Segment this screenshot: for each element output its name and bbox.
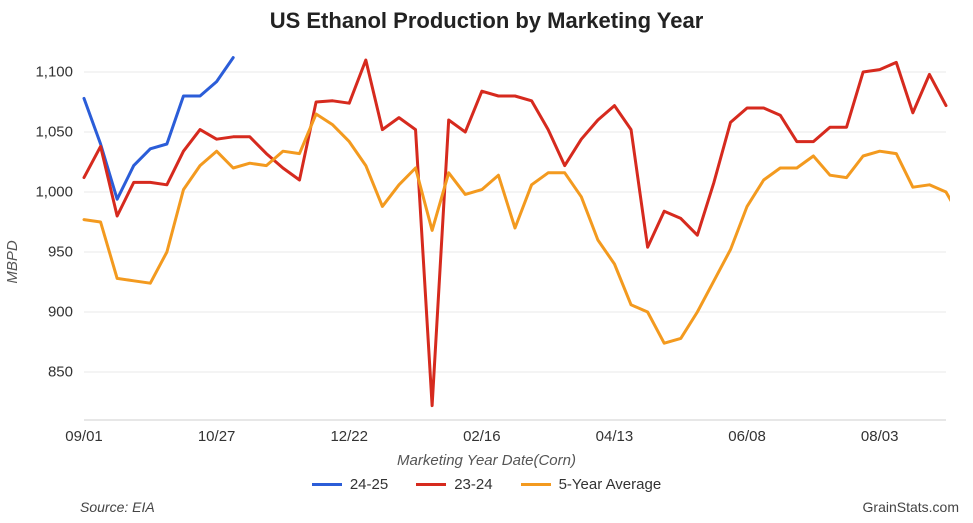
y-tick-label: 950 bbox=[13, 244, 73, 261]
legend-label: 23-24 bbox=[454, 476, 492, 493]
series-23-24 bbox=[84, 60, 946, 406]
y-tick-label: 1,100 bbox=[13, 64, 73, 81]
legend-item-23-24: 23-24 bbox=[416, 476, 492, 493]
plot-area bbox=[80, 44, 950, 424]
source-text: Source: EIA bbox=[80, 499, 155, 515]
x-tick-label: 06/08 bbox=[728, 428, 766, 445]
chart-container: US Ethanol Production by Marketing Year … bbox=[0, 0, 973, 523]
y-tick-label: 850 bbox=[13, 364, 73, 381]
x-tick-label: 08/03 bbox=[861, 428, 899, 445]
series-24-25 bbox=[84, 58, 233, 200]
y-tick-label: 1,050 bbox=[13, 124, 73, 141]
legend-label: 5-Year Average bbox=[559, 476, 662, 493]
x-tick-label: 02/16 bbox=[463, 428, 501, 445]
legend-item-24-25: 24-25 bbox=[312, 476, 388, 493]
legend-label: 24-25 bbox=[350, 476, 388, 493]
y-tick-label: 900 bbox=[13, 304, 73, 321]
legend-swatch bbox=[521, 483, 551, 486]
y-tick-label: 1,000 bbox=[13, 184, 73, 201]
chart-title: US Ethanol Production by Marketing Year bbox=[0, 8, 973, 34]
legend-swatch bbox=[312, 483, 342, 486]
x-tick-label: 04/13 bbox=[596, 428, 634, 445]
x-tick-label: 12/22 bbox=[330, 428, 368, 445]
x-tick-label: 09/01 bbox=[65, 428, 103, 445]
attribution-text: GrainStats.com bbox=[863, 499, 959, 515]
x-axis-label: Marketing Year Date(Corn) bbox=[0, 452, 973, 469]
series-5-year-average bbox=[84, 114, 950, 343]
legend-swatch bbox=[416, 483, 446, 486]
legend: 24-25 23-24 5-Year Average bbox=[0, 476, 973, 493]
x-tick-label: 10/27 bbox=[198, 428, 236, 445]
legend-item-5-year-average: 5-Year Average bbox=[521, 476, 662, 493]
